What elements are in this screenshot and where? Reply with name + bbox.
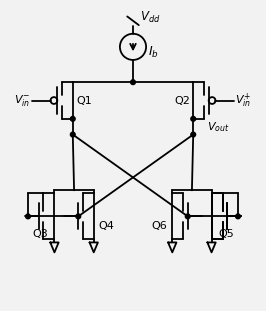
Text: $V_{dd}$: $V_{dd}$ bbox=[140, 10, 161, 25]
Text: $V_{in}^{-}$: $V_{in}^{-}$ bbox=[14, 93, 31, 108]
Text: $V_{out}$: $V_{out}$ bbox=[207, 120, 230, 134]
Circle shape bbox=[76, 214, 81, 219]
Circle shape bbox=[191, 132, 196, 137]
Text: Q2: Q2 bbox=[174, 95, 190, 105]
Text: Q6: Q6 bbox=[152, 221, 168, 231]
Circle shape bbox=[191, 117, 196, 121]
Circle shape bbox=[70, 117, 75, 121]
Text: $I_b$: $I_b$ bbox=[148, 45, 159, 60]
Text: $V_{in}^{+}$: $V_{in}^{+}$ bbox=[235, 91, 252, 110]
Text: Q3: Q3 bbox=[32, 229, 48, 239]
Circle shape bbox=[70, 132, 75, 137]
Text: Q4: Q4 bbox=[98, 221, 114, 231]
Circle shape bbox=[131, 80, 135, 85]
Circle shape bbox=[185, 214, 190, 219]
Circle shape bbox=[26, 214, 30, 219]
Text: Q5: Q5 bbox=[218, 229, 234, 239]
Circle shape bbox=[236, 214, 240, 219]
Text: Q1: Q1 bbox=[76, 95, 92, 105]
